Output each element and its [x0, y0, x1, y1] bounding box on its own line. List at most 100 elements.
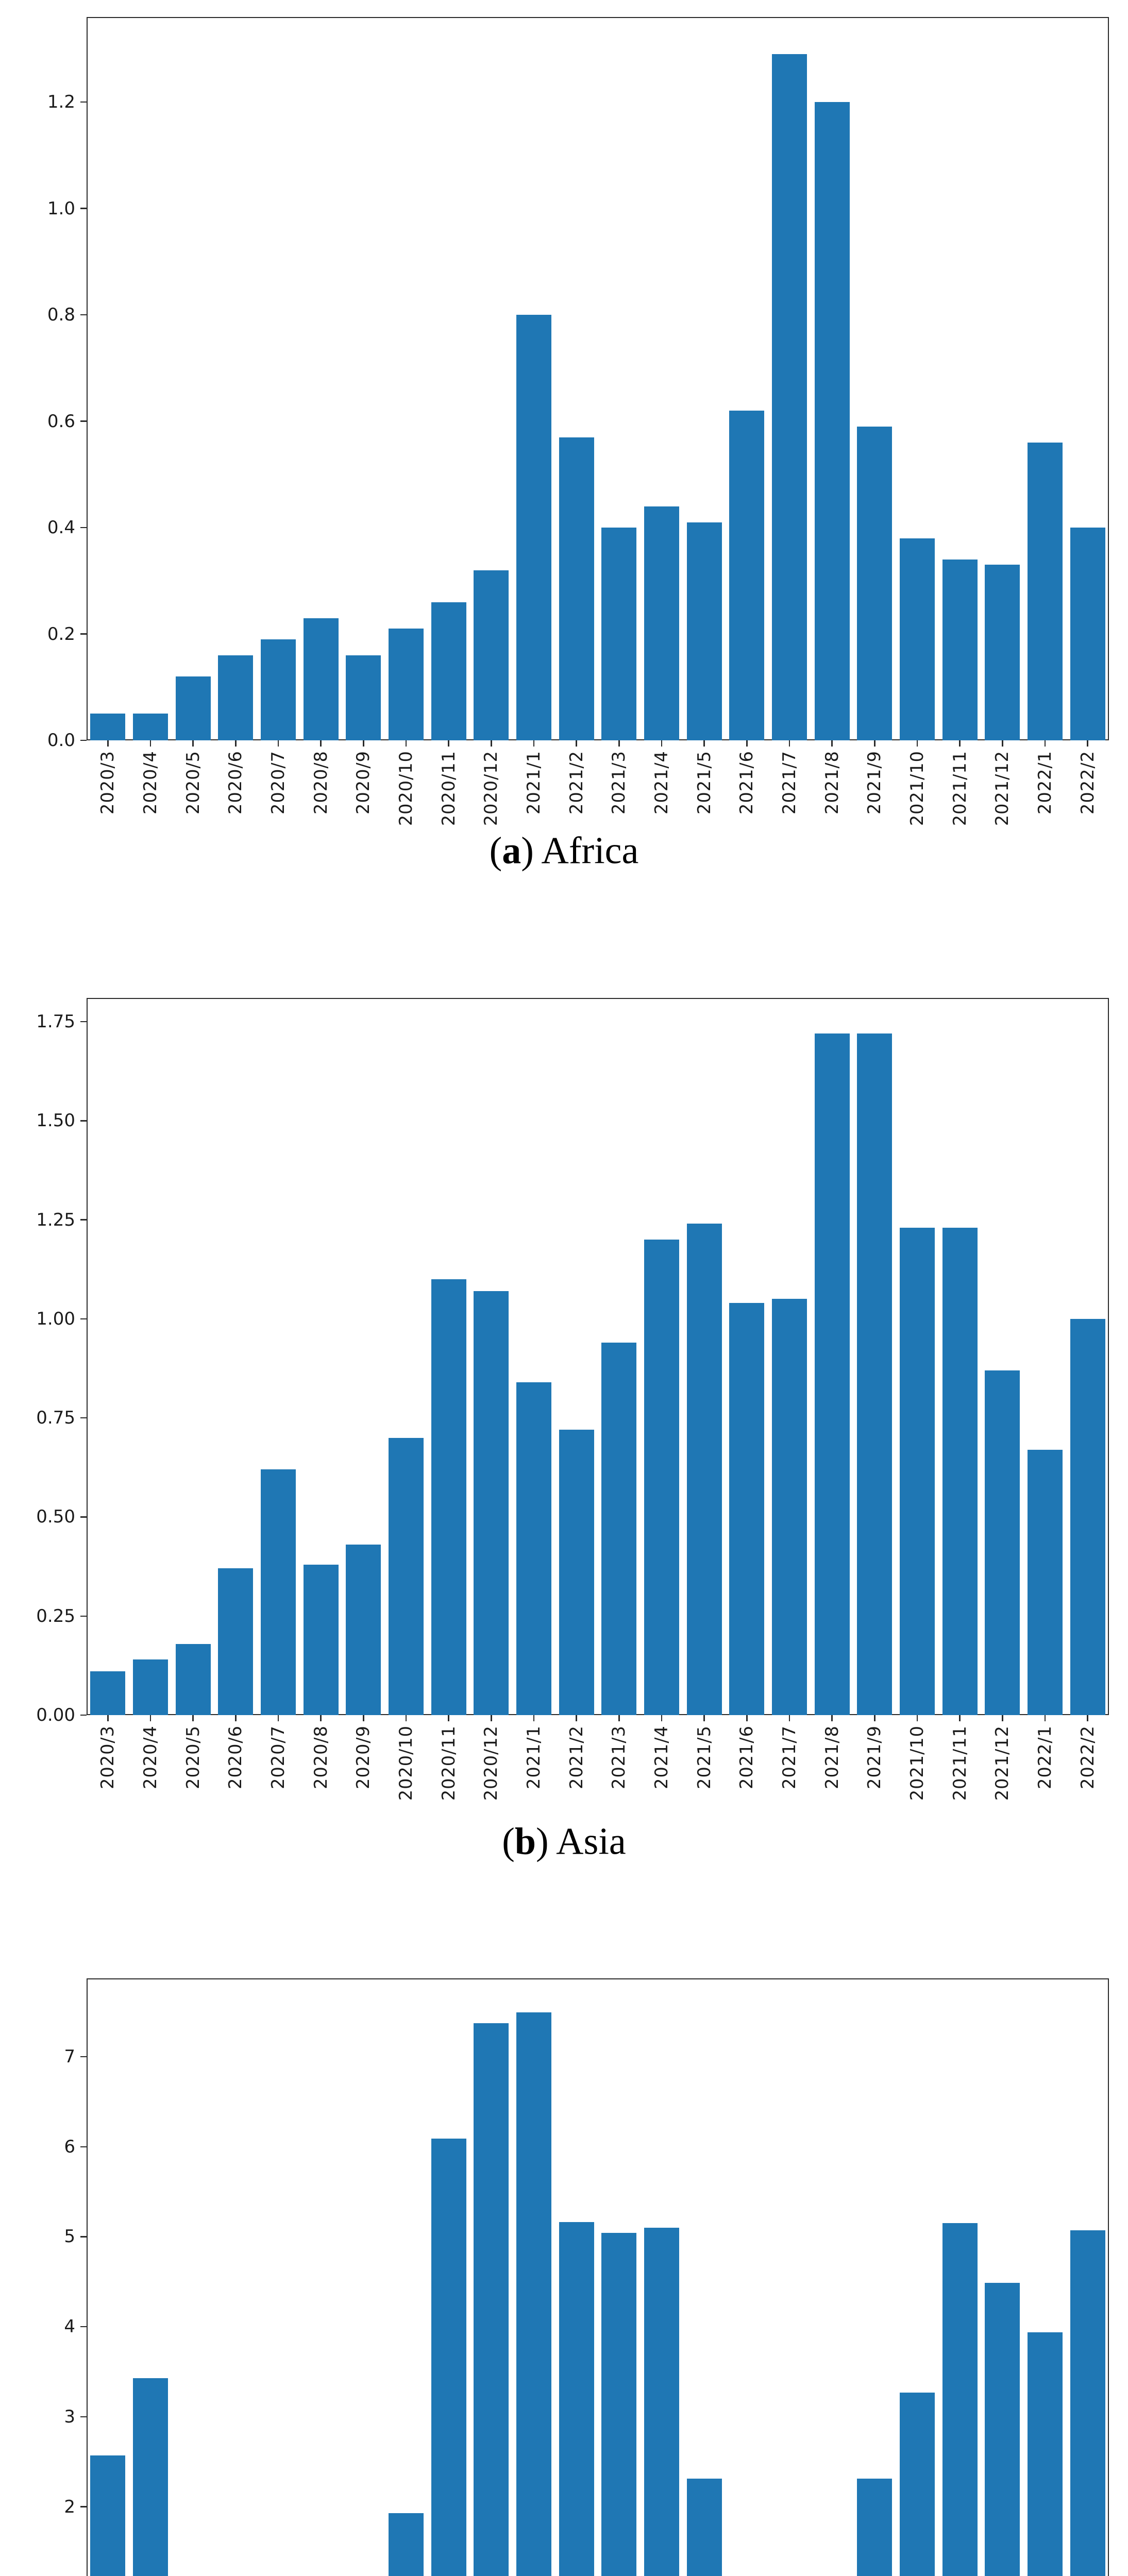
x-tick-mark: [916, 1715, 918, 1721]
bar-asia-2020/7: [261, 1469, 296, 1715]
bar-asia-2021/6: [729, 1303, 765, 1715]
y-tick-label: 0.4: [47, 517, 75, 538]
x-tick-mark: [192, 740, 194, 747]
x-tick-label: 2020/3: [97, 1725, 118, 1789]
bar-asia-2021/4: [644, 1240, 679, 1715]
x-tick-label: 2021/7: [779, 751, 799, 815]
caption-asia-index: (b): [502, 1820, 549, 1863]
x-tick-label: 2021/9: [864, 751, 885, 815]
bar-africa-2020/6: [218, 655, 254, 740]
bar-africa-2022/1: [1028, 442, 1063, 740]
x-tick-label: 2021/10: [907, 751, 927, 826]
y-tick-label: 0.50: [36, 1506, 75, 1528]
x-tick-label: 2020/8: [310, 1725, 331, 1789]
y-tick-label: 1.0: [47, 198, 75, 219]
y-tick-label: 1.00: [36, 1308, 75, 1329]
bar-europe-2021/12: [985, 2282, 1020, 2576]
bar-africa-2021/4: [644, 506, 679, 740]
x-tick-mark: [788, 1715, 790, 1721]
x-tick-mark: [363, 740, 364, 747]
x-tick-label: 2022/2: [1077, 1725, 1098, 1789]
bar-europe-2021/3: [601, 2233, 637, 2576]
x-tick-label: 2021/12: [992, 1725, 1013, 1801]
x-tick-label: 2020/4: [140, 751, 160, 815]
y-tick-mark: [80, 101, 87, 103]
bar-europe-2021/11: [942, 2223, 978, 2576]
x-tick-label: 2020/10: [396, 1725, 416, 1801]
x-tick-label: 2021/11: [949, 1725, 970, 1801]
x-tick-label: 2020/8: [310, 751, 331, 815]
bar-asia-2021/12: [985, 1370, 1020, 1715]
x-tick-label: 2020/12: [481, 1725, 501, 1801]
bar-asia-2021/3: [601, 1343, 637, 1715]
bar-africa-2021/5: [686, 522, 722, 740]
bar-asia-2020/8: [303, 1564, 339, 1715]
y-tick-label: 2: [64, 2496, 75, 2517]
caption-asia: (b) Asia: [0, 1820, 1128, 1864]
x-tick-mark: [576, 1715, 577, 1721]
y-tick-mark: [80, 1714, 87, 1716]
x-tick-label: 2020/6: [225, 751, 246, 815]
y-tick-mark: [80, 1120, 87, 1122]
y-tick-label: 0.00: [36, 1705, 75, 1725]
x-tick-mark: [703, 740, 705, 747]
x-tick-label: 2020/5: [182, 751, 203, 815]
x-tick-mark: [746, 740, 748, 747]
x-tick-label: 2020/12: [481, 751, 501, 826]
x-tick-mark: [703, 1715, 705, 1721]
bar-africa-2020/4: [133, 714, 168, 740]
bar-europe-2020/3: [90, 2455, 126, 2576]
y-tick-mark: [80, 1318, 87, 1320]
y-tick-label: 0.75: [36, 1408, 75, 1429]
x-tick-mark: [533, 1715, 535, 1721]
x-tick-mark: [405, 740, 407, 747]
y-tick-label: 5: [64, 2226, 75, 2247]
x-tick-mark: [448, 740, 449, 747]
x-tick-mark: [576, 740, 577, 747]
x-tick-mark: [107, 740, 109, 747]
bar-europe-2020/12: [474, 2023, 509, 2576]
bar-africa-2020/7: [261, 639, 296, 740]
x-tick-label: 2020/3: [97, 751, 118, 815]
y-tick-mark: [80, 1219, 87, 1221]
y-tick-mark: [80, 1417, 87, 1419]
x-tick-mark: [661, 740, 663, 747]
x-tick-label: 2020/7: [268, 1725, 288, 1789]
y-tick-label: 0.8: [47, 304, 75, 326]
x-tick-label: 2020/7: [268, 751, 288, 815]
x-tick-label: 2022/2: [1077, 751, 1098, 815]
plot-area-europe: [87, 1978, 1109, 2576]
x-tick-mark: [916, 740, 918, 747]
x-tick-label: 2021/3: [609, 1725, 629, 1789]
x-tick-label: 2021/6: [736, 1725, 757, 1789]
x-tick-mark: [448, 1715, 449, 1721]
x-tick-label: 2021/2: [566, 751, 586, 815]
caption-asia-label: Asia: [556, 1820, 626, 1863]
y-tick-label: 6: [64, 2136, 75, 2157]
x-tick-mark: [491, 1715, 492, 1721]
x-tick-mark: [1087, 1715, 1088, 1721]
caption-africa-label: Africa: [541, 829, 639, 872]
x-tick-label: 2021/5: [694, 751, 714, 815]
bar-europe-2020/11: [431, 2138, 466, 2576]
x-tick-mark: [746, 1715, 748, 1721]
y-tick-mark: [80, 1615, 87, 1617]
x-tick-mark: [618, 1715, 620, 1721]
bar-africa-2020/10: [389, 629, 424, 740]
x-tick-label: 2021/4: [651, 751, 671, 815]
x-tick-mark: [277, 740, 279, 747]
bar-africa-2020/3: [90, 714, 126, 740]
x-tick-mark: [831, 1715, 833, 1721]
y-tick-label: 1.50: [36, 1110, 75, 1131]
y-tick-label: 1.75: [36, 1011, 75, 1032]
x-tick-label: 2022/1: [1035, 751, 1055, 815]
x-tick-label: 2021/2: [566, 1725, 586, 1789]
x-tick-mark: [149, 740, 151, 747]
x-tick-mark: [1002, 740, 1003, 747]
x-tick-mark: [618, 740, 620, 747]
bar-asia-2020/3: [90, 1671, 126, 1715]
x-tick-mark: [959, 1715, 961, 1721]
bar-africa-2021/3: [601, 528, 637, 740]
bar-asia-2022/2: [1070, 1318, 1105, 1715]
